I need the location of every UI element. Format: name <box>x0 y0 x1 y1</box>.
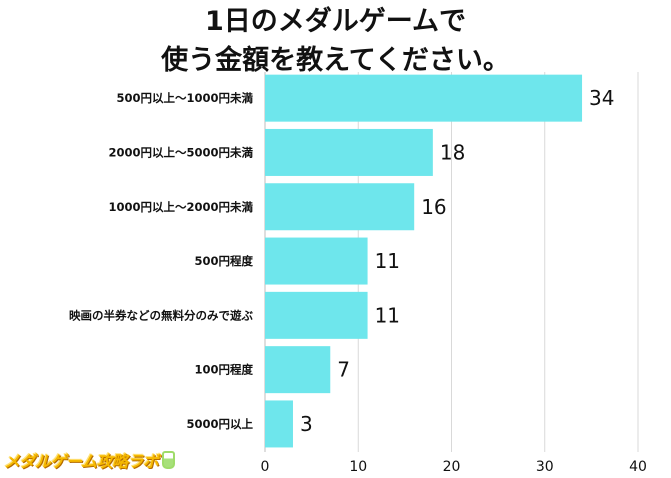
bar <box>265 74 583 122</box>
bar <box>265 400 293 448</box>
data-label: 34 <box>589 86 614 110</box>
data-label: 11 <box>375 303 400 327</box>
chart-title-line-1: 1日のメダルゲームで <box>205 6 466 37</box>
category-label: 5000円以上 <box>186 417 253 431</box>
site-logo-text: メダルゲーム攻略ラボ <box>4 452 159 471</box>
data-label: 18 <box>440 140 465 164</box>
x-tick-label: 20 <box>443 459 461 475</box>
bar <box>265 291 368 339</box>
x-tick-label: 40 <box>629 459 647 475</box>
data-label: 7 <box>337 358 350 382</box>
data-label: 11 <box>375 249 400 273</box>
data-label: 16 <box>421 195 446 219</box>
category-label: 100円程度 <box>194 363 253 377</box>
category-label: 500円以上〜1000円未満 <box>116 91 253 105</box>
chart-title: 1日のメダルゲームで 使う金額を教えてください。 <box>0 2 671 80</box>
category-label: 映画の半券などの無料分のみで遊ぶ <box>69 308 253 322</box>
bar <box>265 346 331 394</box>
data-label: 3 <box>300 412 313 436</box>
category-label: 500円程度 <box>194 254 253 268</box>
bar <box>265 128 433 176</box>
bar <box>265 183 415 231</box>
chart-title-line-2: 使う金額を教えてください。 <box>161 45 510 76</box>
bar <box>265 237 368 285</box>
x-tick-label: 0 <box>261 459 270 475</box>
site-logo: メダルゲーム攻略ラボ <box>4 447 200 477</box>
category-label: 2000円以上〜5000円未満 <box>108 145 253 159</box>
flask-icon <box>161 451 175 469</box>
x-tick-label: 10 <box>349 459 367 475</box>
category-label: 1000円以上〜2000円未満 <box>108 200 253 214</box>
x-tick-label: 30 <box>536 459 554 475</box>
